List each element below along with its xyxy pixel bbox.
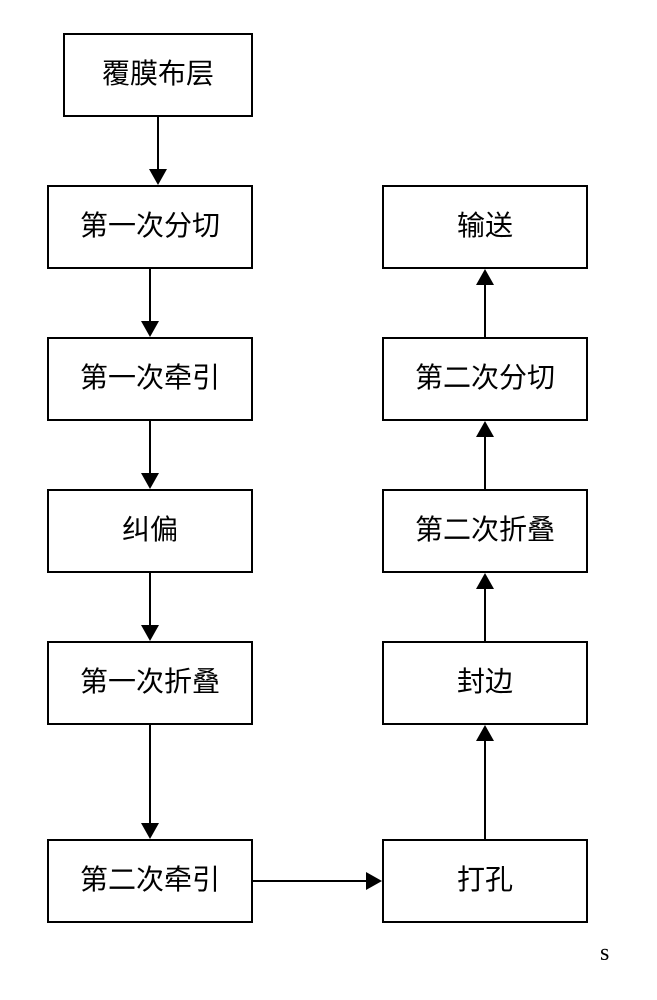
flowchart-node-n11: 输送 <box>382 185 588 269</box>
flowchart-node-n1: 覆膜布层 <box>63 33 253 117</box>
flowchart-node-n10: 第二次分切 <box>382 337 588 421</box>
flowchart-arrow <box>140 269 160 337</box>
flowchart-node-label: 第一次分切 <box>80 213 220 241</box>
flowchart-node-label: 输送 <box>457 213 513 241</box>
flowchart-node-label: 覆膜布层 <box>102 61 214 89</box>
flowchart-node-n5: 第一次折叠 <box>47 641 253 725</box>
flowchart-node-label: 第二次分切 <box>415 365 555 393</box>
corner-label: s <box>600 940 609 967</box>
flowchart-node-n7: 打孔 <box>382 839 588 923</box>
flowchart-node-n6: 第二次牵引 <box>47 839 253 923</box>
flowchart-arrow <box>475 269 495 337</box>
flowchart-node-label: 纠偏 <box>122 517 178 545</box>
flowchart-arrow <box>475 421 495 489</box>
flowchart-canvas: s 覆膜布层第一次分切第一次牵引纠偏第一次折叠第二次牵引 打孔 封边 第二次折叠 第二次… <box>0 0 657 1000</box>
flowchart-node-n4: 纠偏 <box>47 489 253 573</box>
flowchart-node-label: 第二次折叠 <box>415 517 555 545</box>
flowchart-node-n9: 第二次折叠 <box>382 489 588 573</box>
flowchart-arrow <box>148 117 168 185</box>
flowchart-node-label: 第二次牵引 <box>80 867 220 895</box>
flowchart-node-label: 封边 <box>457 669 513 697</box>
flowchart-arrow <box>475 573 495 641</box>
flowchart-node-label: 第一次牵引 <box>80 365 220 393</box>
flowchart-arrow <box>140 421 160 489</box>
flowchart-node-label: 第一次折叠 <box>80 669 220 697</box>
flowchart-node-n2: 第一次分切 <box>47 185 253 269</box>
flowchart-arrow <box>140 725 160 839</box>
flowchart-arrow <box>140 573 160 641</box>
flowchart-arrow <box>253 871 382 891</box>
flowchart-node-n3: 第一次牵引 <box>47 337 253 421</box>
flowchart-node-label: 打孔 <box>457 867 513 895</box>
flowchart-node-n8: 封边 <box>382 641 588 725</box>
flowchart-arrow <box>475 725 495 839</box>
